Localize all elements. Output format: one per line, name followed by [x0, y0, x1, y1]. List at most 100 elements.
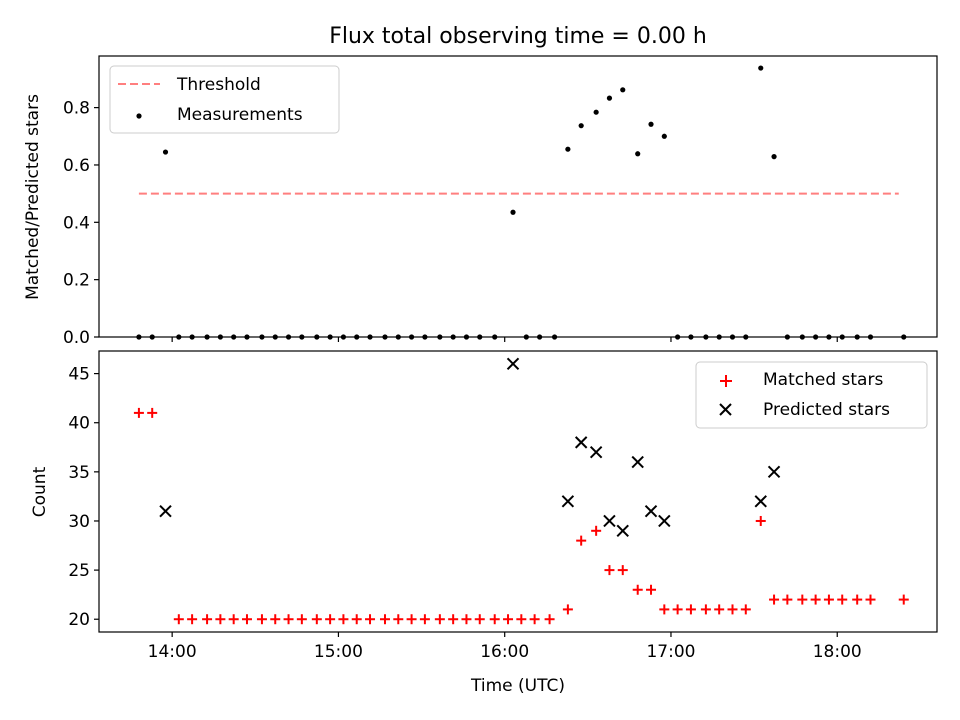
- matched-star-marker: [173, 614, 184, 625]
- matched-star-marker: [448, 614, 459, 625]
- measurement-point: [620, 87, 626, 93]
- legend-measurements-swatch: [136, 113, 142, 119]
- y-tick-label: 20: [68, 610, 90, 630]
- matched-star-marker: [461, 614, 472, 625]
- matched-star-marker: [714, 604, 725, 615]
- matched-star-marker: [215, 614, 226, 625]
- matched-star-marker: [604, 565, 615, 576]
- predicted-star-marker: [589, 445, 603, 459]
- measurement-point: [578, 123, 584, 129]
- matched-star-marker: [727, 604, 738, 615]
- matched-star-marker: [685, 604, 696, 615]
- top-y-axis-label: Matched/Predicted stars: [23, 94, 43, 300]
- matched-star-marker: [769, 594, 780, 605]
- matched-star-marker: [516, 614, 527, 625]
- matched-star-marker: [755, 515, 766, 526]
- x-tick-label: 15:00: [314, 642, 363, 662]
- matched-star-marker: [202, 614, 213, 625]
- matched-star-marker: [632, 584, 643, 595]
- y-tick-label: 45: [68, 365, 90, 385]
- predicted-star-marker: [603, 514, 616, 528]
- measurement-point: [648, 121, 654, 127]
- matched-star-marker: [591, 525, 602, 536]
- measurement-point: [758, 65, 764, 71]
- bottom-y-axis-label: Count: [30, 466, 50, 517]
- matched-star-marker: [672, 604, 683, 615]
- predicted-star-marker: [506, 357, 520, 370]
- predicted-star-marker: [574, 436, 588, 449]
- matched-star-marker: [338, 614, 349, 625]
- matched-star-marker: [576, 535, 587, 546]
- matched-star-marker: [489, 614, 500, 625]
- matched-star-marker: [241, 614, 252, 625]
- predicted-star-marker: [767, 465, 781, 479]
- axes-frame: [98, 55, 938, 338]
- legend-matched-label: Matched stars: [763, 370, 883, 390]
- y-tick-label: 0.6: [63, 156, 90, 176]
- x-tick-label: 16:00: [480, 642, 529, 662]
- matched-star-marker: [256, 614, 267, 625]
- measurement-point: [661, 133, 667, 139]
- matched-star-marker: [311, 614, 322, 625]
- matched-star-marker: [797, 594, 808, 605]
- chart-title: Flux total observing time = 0.00 h: [329, 24, 707, 49]
- matched-star-marker: [147, 407, 158, 418]
- matched-star-marker: [406, 614, 417, 625]
- y-tick-label: 0.4: [63, 213, 90, 233]
- matched-star-marker: [544, 614, 555, 625]
- matched-star-marker: [503, 614, 514, 625]
- predicted-star-marker: [754, 495, 767, 508]
- matched-star-marker: [865, 594, 876, 605]
- top-legend: Threshold Measurements: [109, 65, 340, 134]
- matched-star-marker: [740, 604, 751, 615]
- measurement-point: [606, 95, 613, 101]
- predicted-star-marker: [159, 504, 172, 518]
- bottom-legend: Matched stars Predicted stars: [695, 361, 928, 429]
- y-tick-label: 25: [68, 561, 90, 581]
- measurement-point: [162, 149, 169, 155]
- matched-star-marker: [365, 614, 376, 625]
- matched-star-marker: [898, 594, 909, 605]
- matched-star-marker: [617, 565, 628, 576]
- measurement-point: [771, 154, 777, 160]
- legend-matched-swatch: [720, 375, 732, 387]
- matched-star-marker: [562, 604, 573, 615]
- matched-star-marker: [325, 614, 336, 625]
- matched-star-marker: [434, 614, 445, 625]
- y-tick-label: 0.8: [63, 99, 90, 119]
- legend-predicted-swatch: [719, 403, 732, 416]
- matched-star-marker: [133, 407, 144, 418]
- matched-star-marker: [393, 614, 404, 625]
- matched-star-marker: [700, 604, 711, 615]
- matched-star-marker: [270, 614, 281, 625]
- matched-star-marker: [852, 594, 863, 605]
- legend-predicted-label: Predicted stars: [763, 400, 890, 420]
- matched-star-marker: [419, 614, 430, 625]
- legend-threshold-label: Threshold: [176, 75, 261, 95]
- x-tick-label: 17:00: [646, 642, 695, 662]
- measurement-point: [593, 109, 599, 115]
- matched-star-marker: [646, 584, 657, 595]
- measurement-point: [635, 151, 641, 157]
- matched-star-marker: [296, 614, 307, 625]
- measurement-point: [510, 209, 516, 215]
- top-plot-area: 0.0 0.2 0.4 0.6 0.8: [63, 55, 938, 348]
- matched-star-marker: [187, 614, 198, 625]
- matched-star-marker: [379, 614, 390, 625]
- x-tick-label: 14:00: [148, 642, 197, 662]
- y-tick-label: 0.0: [63, 328, 90, 348]
- y-tick-label: 30: [68, 512, 90, 532]
- matched-star-marker: [474, 614, 485, 625]
- matched-star-marker: [659, 604, 670, 615]
- bottom-plot-area: 20 25 30 35 40 45 14:00 15:00 16:00 17:00 18:00: [68, 350, 938, 662]
- predicted-star-marker: [616, 524, 629, 538]
- y-tick-label: 40: [68, 414, 90, 434]
- matched-star-marker: [782, 594, 793, 605]
- predicted-star-marker: [631, 455, 644, 469]
- legend-measurements-label: Measurements: [177, 105, 303, 125]
- predicted-star-marker: [644, 504, 658, 518]
- matched-star-marker: [823, 594, 834, 605]
- matched-star-marker: [529, 614, 540, 625]
- y-tick-label: 0.2: [63, 271, 90, 291]
